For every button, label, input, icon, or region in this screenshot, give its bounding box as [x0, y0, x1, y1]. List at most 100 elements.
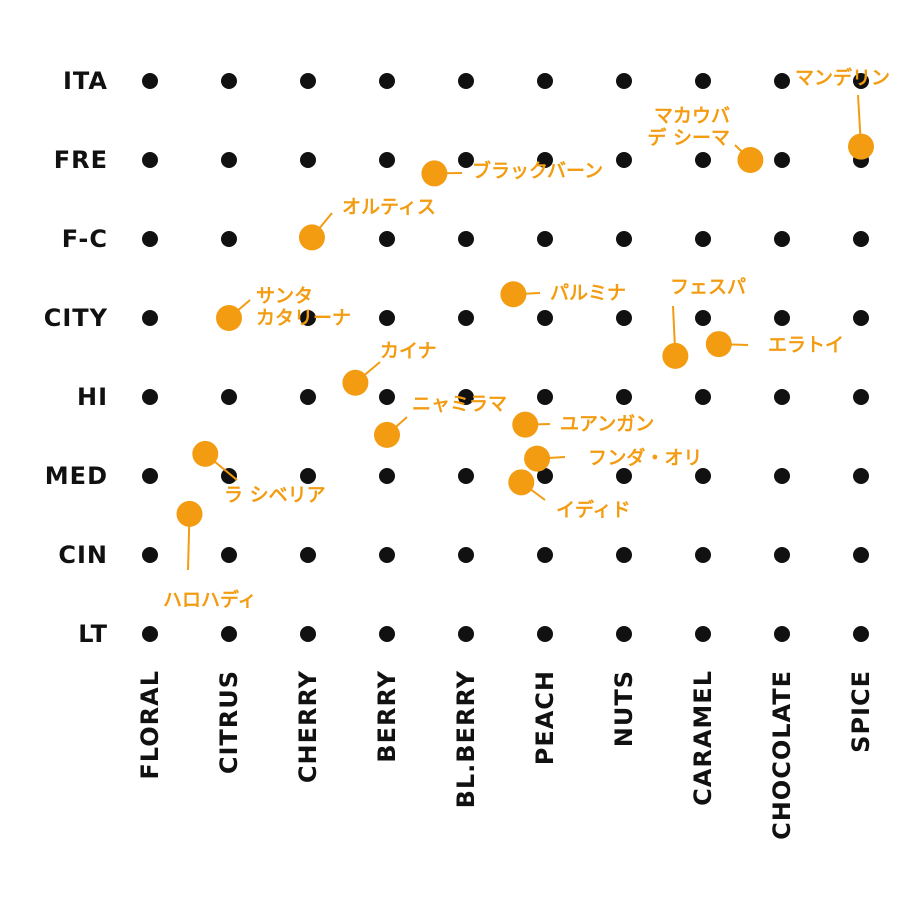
col-label-citrus: CITRUS — [215, 670, 243, 774]
grid-dot-cin-chocolate — [774, 547, 790, 563]
grid-dot-fre-berry — [379, 152, 395, 168]
grid-dot-fre-cherry — [300, 152, 316, 168]
point-5-marker — [216, 305, 242, 331]
point-4-marker — [298, 224, 325, 251]
point-4-label: オルティス — [342, 196, 436, 218]
grid-dot-f-c-caramel — [695, 231, 711, 247]
grid-dot-med-citrus — [221, 468, 237, 484]
grid-dot-city-peach — [537, 310, 553, 326]
point-15-marker — [176, 500, 203, 527]
grid-dot-city-bl-berry — [458, 310, 474, 326]
grid-dot-hi-citrus — [221, 389, 237, 405]
grid-dot-cin-citrus — [221, 547, 237, 563]
grid-dot-med-berry — [379, 468, 395, 484]
point-6-marker — [500, 281, 527, 308]
point-2-marker — [737, 147, 764, 173]
point-11-marker — [512, 411, 539, 438]
grid-dot-hi-chocolate — [774, 389, 790, 405]
row-label-fre: FRE — [54, 146, 108, 174]
grid-dot-f-c-berry — [379, 231, 395, 247]
point-1-marker — [848, 133, 874, 160]
grid-dot-lt-bl-berry — [458, 626, 474, 642]
point-3-marker — [421, 160, 448, 187]
point-5-label: サンタカタリーナ — [256, 285, 351, 329]
grid-dot-med-spice — [853, 468, 869, 484]
col-label-berry: BERRY — [373, 670, 401, 763]
coffee-points — [176, 133, 874, 527]
grid-dot-ita-floral — [142, 73, 158, 89]
row-label-med: MED — [45, 462, 108, 490]
grid-dot-lt-nuts — [616, 626, 632, 642]
grid-dot-hi-spice — [853, 389, 869, 405]
grid-dot-hi-bl-berry — [458, 389, 474, 405]
grid-dot-hi-floral — [142, 389, 158, 405]
grid-dot-hi-berry — [379, 389, 395, 405]
point-10-label: ニャミラマ — [412, 393, 507, 415]
flavor-labels: FLORAL CITRUS CHERRY BERRY BL.BERRY PEACH NUTS… — [136, 670, 875, 840]
grid-dot-hi-peach — [537, 389, 553, 405]
grid-dot-med-peach — [537, 468, 553, 484]
grid-dot-f-c-chocolate — [774, 231, 790, 247]
grid-dot-lt-berry — [379, 626, 395, 642]
grid-dot-lt-spice — [853, 626, 869, 642]
point-7-label: フェスパ — [670, 276, 746, 298]
roast-level-labels: ITA FRE F-C CITY HI MED CIN LT — [44, 67, 108, 648]
grid-dot-hi-caramel — [695, 389, 711, 405]
grid-dot-cin-spice — [853, 547, 869, 563]
col-label-floral: FLORAL — [136, 670, 164, 780]
point-9-label: カイナ — [380, 340, 437, 362]
row-label-cin: CIN — [58, 541, 108, 569]
grid-dot-fre-nuts — [616, 152, 632, 168]
grid-dot-med-chocolate — [774, 468, 790, 484]
grid-dot-city-nuts — [616, 310, 632, 326]
point-1-label: マンデリン — [795, 66, 890, 89]
point-15-label: ハロハディ — [163, 588, 257, 611]
grid-dot-city-berry — [379, 310, 395, 326]
grid-dot-f-c-citrus — [221, 231, 237, 247]
grid-dot-cin-peach — [537, 547, 553, 563]
grid-dot-fre-bl-berry — [458, 152, 474, 168]
grid-dot-f-c-bl-berry — [458, 231, 474, 247]
point-3-label: ブラックバーン — [472, 159, 603, 182]
grid-dot-cin-floral — [142, 547, 158, 563]
point-14-label: ラ シベリア — [224, 484, 326, 506]
grid-dot-ita-spice — [853, 73, 869, 89]
col-label-nuts: NUTS — [610, 670, 638, 747]
grid-dot-med-cherry — [300, 468, 316, 484]
grid-dot-hi-cherry — [300, 389, 316, 405]
point-6-label: パルミナ — [550, 282, 626, 304]
grid-dot-ita-caramel — [695, 73, 711, 89]
point-2-label: マカウバデ シーマ — [647, 105, 730, 149]
grid-dot-lt-citrus — [221, 626, 237, 642]
point-14-marker — [192, 440, 219, 467]
grid-dot-fre-caramel — [695, 152, 711, 168]
col-label-cherry: CHERRY — [294, 670, 322, 783]
row-label-hi: HI — [77, 383, 108, 411]
grid-dot-lt-caramel — [695, 626, 711, 642]
grid-dot-lt-chocolate — [774, 626, 790, 642]
grid-dot-med-bl-berry — [458, 468, 474, 484]
grid-dot-med-floral — [142, 468, 158, 484]
grid-dot-city-cherry — [300, 310, 316, 326]
point-7-marker — [662, 342, 689, 369]
grid-dot-ita-bl-berry — [458, 73, 474, 89]
col-label-bl-berry: BL.BERRY — [452, 670, 480, 808]
grid-dot-cin-bl-berry — [458, 547, 474, 563]
row-label-lt: LT — [78, 620, 108, 648]
grid-dot-city-spice — [853, 310, 869, 326]
row-label-f-c: F-C — [62, 225, 108, 253]
grid-dot-med-caramel — [695, 468, 711, 484]
grid-dot-f-c-floral — [142, 231, 158, 247]
grid-dot-med-nuts — [616, 468, 632, 484]
grid-dot-cin-berry — [379, 547, 395, 563]
col-label-caramel: CARAMEL — [689, 670, 717, 806]
grid-dot-f-c-spice — [853, 231, 869, 247]
col-label-peach: PEACH — [531, 670, 559, 765]
grid-dot-cin-nuts — [616, 547, 632, 563]
col-label-chocolate: CHOCOLATE — [768, 670, 796, 840]
grid-dot-ita-cherry — [300, 73, 316, 89]
grid-dot-cin-cherry — [300, 547, 316, 563]
point-8-marker — [705, 331, 732, 358]
